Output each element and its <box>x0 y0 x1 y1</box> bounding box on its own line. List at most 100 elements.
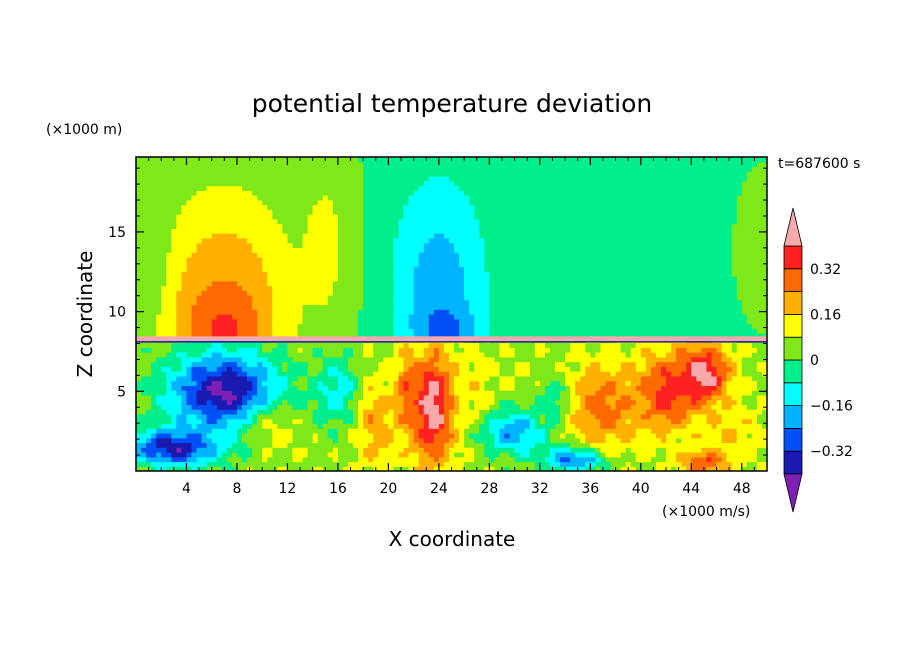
field-cell <box>711 418 718 425</box>
field-cell <box>751 456 758 463</box>
field-cell <box>443 318 450 325</box>
field-cell <box>146 309 152 315</box>
field-cell <box>585 423 591 429</box>
field-cell <box>756 413 763 420</box>
field-cell <box>560 356 566 363</box>
field-cell <box>575 294 581 301</box>
field-cell <box>383 428 389 434</box>
field-cell <box>322 347 329 353</box>
field-cell <box>176 299 183 306</box>
field-cell <box>428 285 435 291</box>
field-cell <box>383 380 389 386</box>
field-cell <box>282 347 289 353</box>
field-cell <box>741 285 748 291</box>
field-cell <box>751 285 758 291</box>
field-cell <box>267 380 273 386</box>
field-cell <box>332 304 339 310</box>
field-cell <box>383 437 389 444</box>
field-cell <box>554 304 561 310</box>
field-cell <box>640 447 647 453</box>
field-cell <box>156 437 162 444</box>
field-cell <box>443 461 450 467</box>
field-cell <box>671 466 677 471</box>
field-cell <box>494 352 501 358</box>
field-cell <box>277 347 283 353</box>
field-cell <box>247 399 253 405</box>
field-cell <box>605 328 612 334</box>
field-cell <box>363 385 369 391</box>
field-cell <box>620 371 627 377</box>
field-cell <box>756 299 763 306</box>
field-cell <box>479 375 485 382</box>
field-cell <box>499 390 506 396</box>
field-cell <box>716 347 723 353</box>
field-cell <box>252 461 258 467</box>
field-cell <box>252 333 258 339</box>
field-cell <box>423 375 430 382</box>
field-cell <box>342 404 349 410</box>
field-cell <box>423 456 430 463</box>
field-cell <box>322 404 329 410</box>
field-cell <box>231 404 238 410</box>
field-cell <box>524 423 531 429</box>
field-cell <box>388 309 395 315</box>
field-cell <box>580 285 586 291</box>
field-cell <box>221 451 228 458</box>
field-cell <box>267 423 273 429</box>
field-cell <box>580 423 586 429</box>
field-cell <box>226 352 233 358</box>
field-cell <box>580 418 586 425</box>
field-cell <box>171 366 177 372</box>
field-cell <box>524 333 531 339</box>
field-cell <box>216 356 223 363</box>
field-cell <box>464 361 470 367</box>
field-cell <box>484 356 490 363</box>
field-cell <box>342 390 349 396</box>
field-cell <box>575 394 581 401</box>
field-cell <box>464 309 470 315</box>
field-cell <box>378 280 384 287</box>
field-cell <box>650 437 657 444</box>
field-cell <box>514 356 521 363</box>
field-cell <box>211 294 218 301</box>
field-cell <box>373 432 379 439</box>
field-cell <box>625 437 632 444</box>
field-cell <box>539 352 546 358</box>
field-cell <box>701 352 708 358</box>
field-cell <box>337 447 344 453</box>
field-cell <box>378 304 384 310</box>
field-cell <box>267 314 273 320</box>
field-cell <box>161 328 167 334</box>
field-cell <box>509 304 516 310</box>
field-cell <box>136 413 142 420</box>
field-cell <box>216 404 223 410</box>
field-cell <box>696 409 702 415</box>
field-cell <box>211 442 218 448</box>
field-cell <box>509 361 516 367</box>
field-cell <box>691 309 697 315</box>
field-cell <box>161 294 167 301</box>
field-cell <box>726 323 733 329</box>
field-cell <box>383 304 389 310</box>
field-cell <box>721 328 728 334</box>
field-cell <box>373 294 379 301</box>
field-cell <box>368 466 374 471</box>
field-cell <box>544 314 551 320</box>
field-cell <box>736 366 743 372</box>
field-cell <box>398 333 405 339</box>
field-cell <box>433 304 440 310</box>
field-cell <box>428 409 435 415</box>
field-cell <box>388 290 395 296</box>
field-cell <box>504 442 511 448</box>
field-cell <box>696 352 702 358</box>
field-cell <box>726 432 733 439</box>
field-cell <box>509 447 516 453</box>
field-cell <box>605 432 612 439</box>
field-cell <box>242 299 248 306</box>
field-cell <box>741 299 748 306</box>
field-cell <box>146 366 152 372</box>
field-cell <box>686 375 692 382</box>
field-cell <box>226 394 233 401</box>
field-cell <box>302 423 309 429</box>
field-cell <box>287 409 294 415</box>
